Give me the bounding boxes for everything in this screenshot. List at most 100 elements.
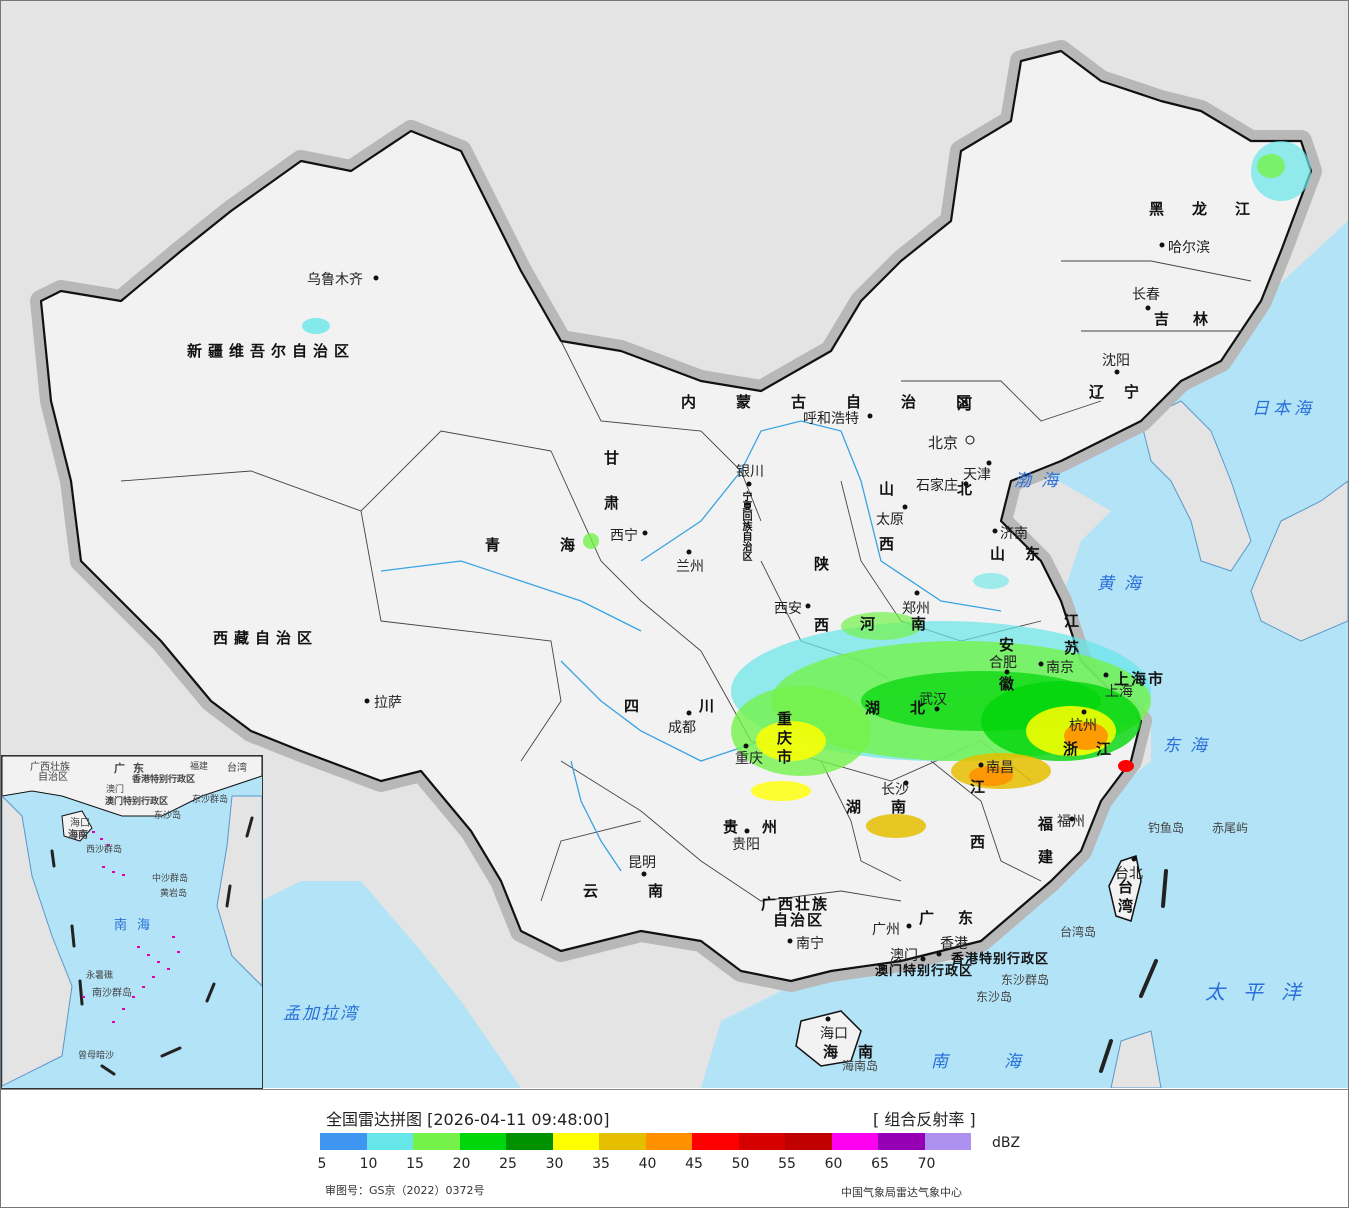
sea-label-bay-of-bengal: 孟加拉湾 (283, 1004, 359, 1024)
scale-swatch-2 (413, 1133, 460, 1150)
scale-swatch-7 (645, 1133, 692, 1150)
city-label-taiyuan: 太原 (876, 512, 904, 528)
province-label-hainan: 海南 (823, 1043, 894, 1061)
province-label-macau-sar: 澳门特别行政区 (875, 964, 974, 979)
inset-label-taiwan: 台湾 (227, 763, 247, 774)
inset-label-huangyan: 黄岩岛 (160, 889, 188, 899)
province-label-yunnan: 云南 (583, 882, 714, 900)
inset-label-xisha: 西沙群岛 (86, 845, 123, 855)
province-label-neimenggu: 内蒙古自治区 (681, 393, 1012, 411)
city-label-harbin: 哈尔滨 (1168, 240, 1210, 256)
island-label-chiwei: 赤尾屿 (1212, 821, 1249, 835)
scale-swatch-12 (878, 1133, 925, 1150)
scale-tick-label: 70 (917, 1156, 936, 1172)
city-label-kunming: 昆明 (628, 855, 656, 871)
inset-label-dongsha-qundao: 东沙群岛 (192, 795, 229, 805)
scale-swatch-8 (692, 1133, 739, 1150)
inset-label-guangdong: 广东 (114, 762, 152, 775)
inset-hainan (61, 810, 93, 842)
organization-label: 中国气象局雷达气象中心 (841, 1186, 962, 1199)
radar-echoes (302, 141, 1311, 838)
korea-land (1140, 400, 1252, 572)
scale-swatch-4 (506, 1133, 553, 1150)
scale-tick-label: 25 (499, 1156, 517, 1172)
province-label-jiangsu: 江苏 (1062, 613, 1080, 667)
inset-label-yongshu: 永暑礁 (86, 971, 114, 981)
radar-map[interactable]: 乌鲁木齐 拉萨 西宁 兰州 银川 呼和浩特 北京 天津 石家庄 太原 济南 郑州… (1, 1, 1348, 1089)
province-label-jiangxi: 江西 (968, 779, 986, 889)
city-label-shenyang: 沈阳 (1102, 353, 1130, 369)
product-label: [ 组合反射率 ] (873, 1110, 976, 1129)
taiwan-island (1108, 855, 1142, 922)
scale-swatch-1 (366, 1133, 413, 1150)
scale-swatch-3 (459, 1133, 506, 1150)
island-label-diaoyu: 钓鱼岛 (1148, 821, 1185, 835)
province-label-fujian: 福建 (1036, 816, 1054, 882)
city-label-beijing: 北京 (928, 434, 959, 452)
inset-philippines (216, 795, 262, 987)
scale-tick-label: 10 (359, 1156, 378, 1172)
city-label-hangzhou: 杭州 (1069, 718, 1097, 734)
city-label-haikou: 海口 (820, 1026, 848, 1042)
province-label-taiwan: 台湾 (1116, 879, 1134, 917)
city-label-yinchuan: 银川 (736, 464, 764, 480)
map-approval-number: 审图号：GS京（2022）0372号 (325, 1184, 485, 1197)
city-label-shanghai: 上海 (1105, 684, 1133, 700)
city-label-taipei: 台北 (1115, 866, 1143, 882)
inset-label-dongsha-dao: 东沙岛 (154, 811, 182, 821)
legend-title: 全国雷达拼图 [2026-04-11 09:48:00] (326, 1110, 610, 1129)
inset-indochina (2, 795, 73, 1087)
city-label-tianjin: 天津 (963, 467, 991, 483)
city-label-jinan: 济南 (1000, 526, 1028, 542)
province-label-anhui: 安徽 (997, 637, 1015, 715)
sea-label-donghai: 东海 (1163, 736, 1217, 756)
province-label-heilongjiang: 黑龙江 (1149, 200, 1279, 218)
inset-label-hk-sar: 香港特别行政区 (132, 775, 196, 785)
scale-tick-label: 30 (545, 1156, 564, 1172)
province-label-chongqing: 重庆市 (775, 711, 793, 768)
inset-label-zhongsha: 中沙群岛 (152, 874, 189, 884)
inset-reefs (82, 831, 180, 1023)
scale-tick-label: 35 (592, 1156, 610, 1172)
inset-label-fujian: 福建 (190, 762, 209, 772)
city-label-hohhot: 呼和浩特 (803, 411, 859, 427)
province-label-hubei: 湖北 (865, 699, 956, 717)
province-label-gansu: 甘肃 (602, 450, 620, 540)
province-label-liaoning: 辽宁 (1089, 383, 1160, 401)
province-label-henan: 河南 (860, 615, 963, 633)
sea-label-pacific: 太平洋 (1205, 980, 1319, 1004)
island-label-hainan-dao: 海南岛 (842, 1059, 879, 1073)
province-label-hongkong-sar: 香港特别行政区 (951, 952, 1050, 967)
scale-swatch-5 (552, 1133, 599, 1150)
city-label-nanchang: 南昌 (986, 760, 1014, 776)
scale-tick-label: 60 (824, 1156, 843, 1172)
city-label-changsha: 长沙 (881, 782, 909, 798)
island-label-dongsha-qundao: 东沙群岛 (1001, 973, 1050, 987)
inset-label-zengmu: 曾母暗沙 (78, 1051, 115, 1061)
scale-tick-label: 65 (871, 1156, 889, 1172)
province-label-sichuan: 四川 (624, 697, 775, 715)
province-label-shandong: 山东 (990, 545, 1061, 563)
province-label-hunan: 湖南 (846, 798, 937, 816)
scale-swatch-9 (738, 1133, 785, 1150)
province-label-guangdong: 广东 (919, 909, 998, 927)
scale-swatch-11 (831, 1133, 878, 1150)
scale-tick-label: 20 (452, 1156, 471, 1172)
inset-label-nanhai: 南海 (114, 918, 161, 933)
province-label-hebei: 河北 (955, 396, 973, 566)
unit-label: dBZ (992, 1135, 1021, 1151)
city-label-chongqing: 重庆 (735, 751, 763, 767)
province-label-qinghai: 青海 (485, 536, 636, 554)
ocean-bay-of-bengal (261, 881, 521, 1088)
legend-panel: 全国雷达拼图 [2026-04-11 09:48:00] [ 组合反射率 ] 5… (1, 1089, 1348, 1207)
sea-label-japan-sea: 日本海 (1252, 399, 1315, 419)
inset-canvas (2, 756, 262, 1087)
city-label-zhengzhou: 郑州 (902, 601, 930, 617)
inset-label-macau: 澳门 (106, 785, 125, 795)
city-label-urumqi: 乌鲁木齐 (307, 272, 363, 288)
scale-tick-label: 5 (317, 1156, 327, 1172)
province-label-xizang: 西藏自治区 (213, 629, 319, 647)
city-label-lanzhou: 兰州 (676, 559, 704, 575)
dash-line (1099, 869, 1168, 1073)
